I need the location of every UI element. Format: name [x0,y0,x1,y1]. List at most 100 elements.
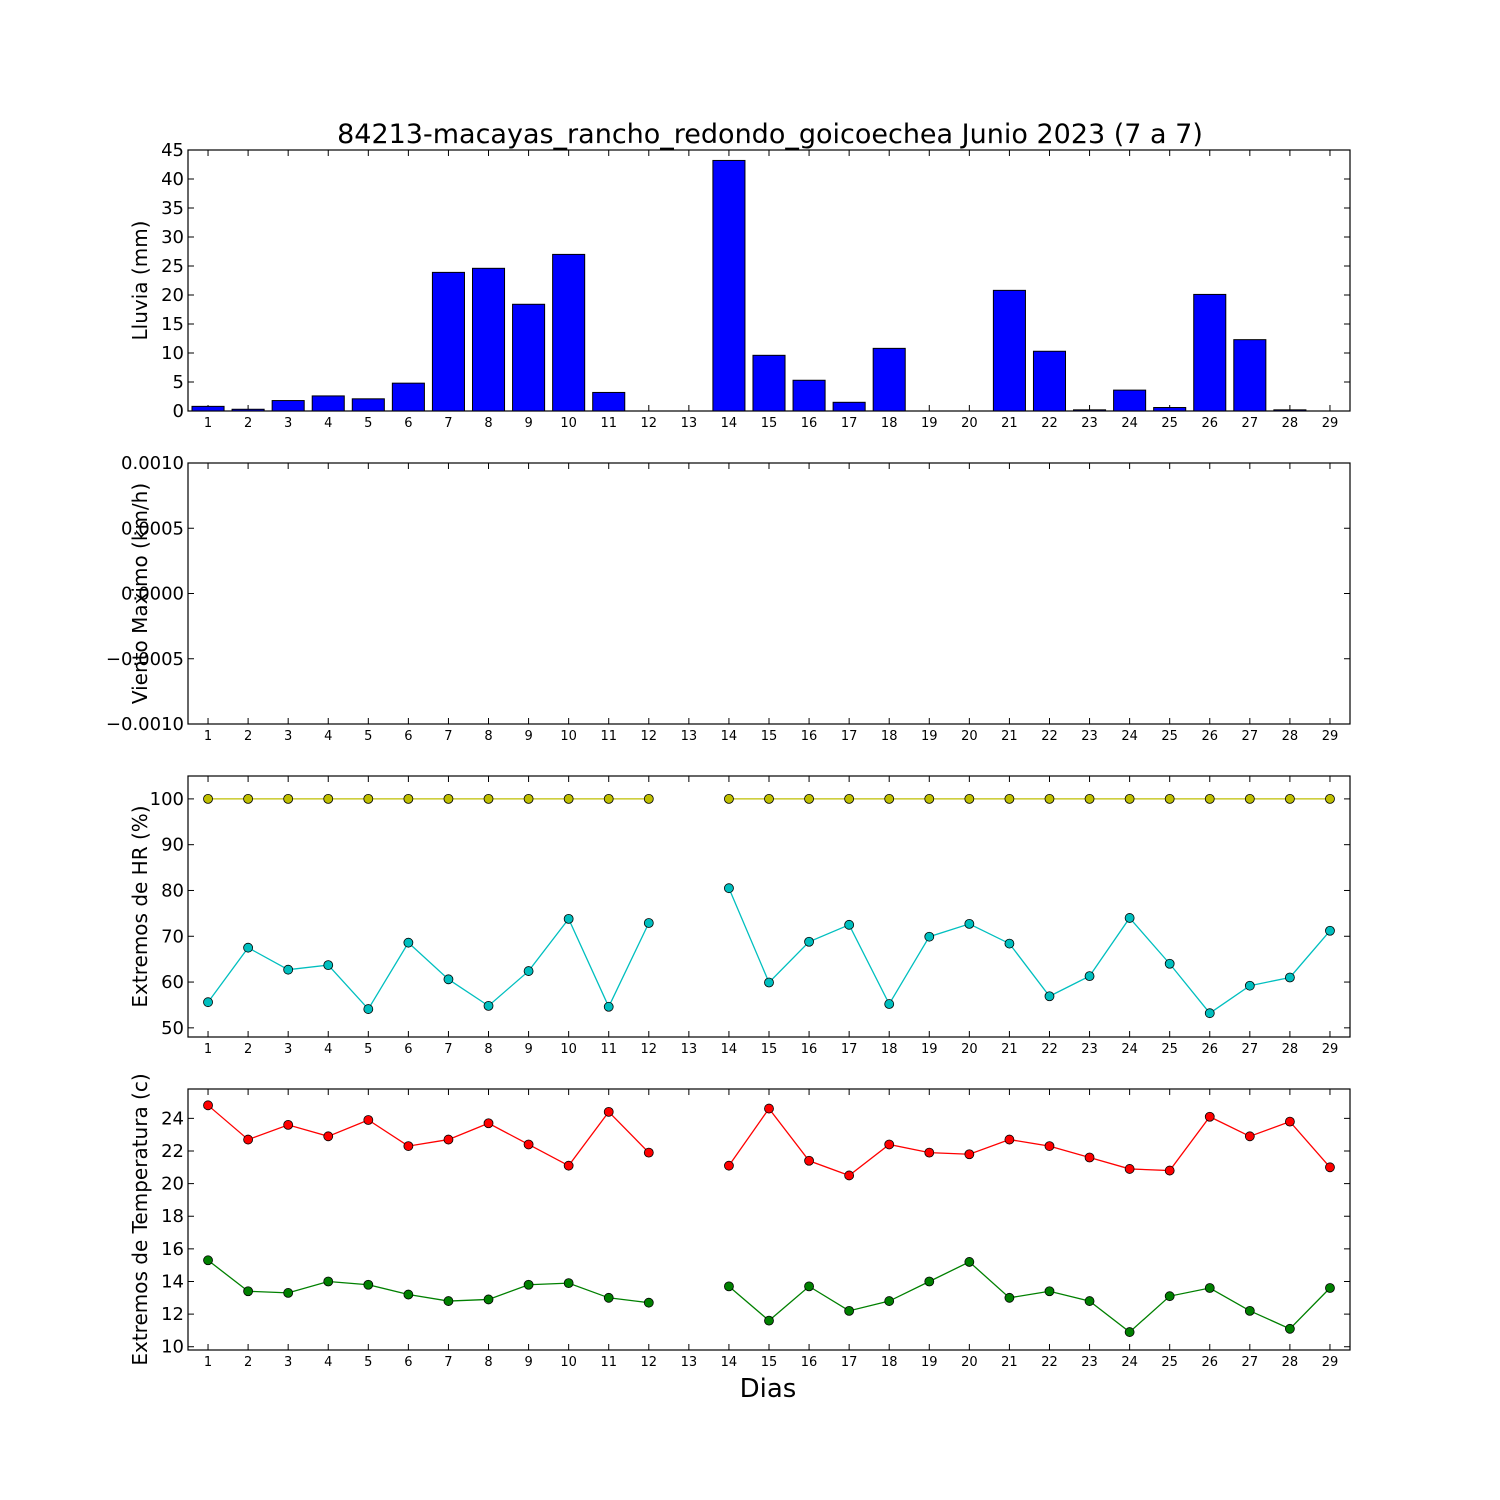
panel-humidity-point-1 [1325,925,1335,936]
panel-humidity-xtick-label: 10 [560,1042,577,1057]
panel-temperature-xtick-label: 6 [404,1355,412,1370]
panel-humidity-point-1 [243,942,254,953]
panel-temperature-xtick-label: 24 [1121,1355,1138,1370]
panel-wind-xtick-label: 6 [404,729,412,744]
panel-temperature-ytick-label: 12 [161,1304,184,1325]
panel-temperature-point-0 [1164,1165,1175,1176]
panel-humidity-xtick-label: 16 [801,1042,818,1057]
panel-wind-xtick-label: 19 [921,729,938,744]
panel-humidity-point-0 [804,793,814,804]
panel-rain-bar [552,253,586,412]
panel-wind-ytick-label: −0.0010 [106,714,184,735]
panel-rain-bar [1113,389,1147,412]
panel-humidity-point-1 [884,999,895,1009]
panel-rain-xtick-label: 15 [761,416,778,431]
panel-wind-xtick-label: 18 [881,729,898,744]
panel-temperature-xtick-label: 2 [244,1355,252,1370]
panel-humidity-ytick-label: 100 [150,789,184,810]
panel-temperature-point-1 [1164,1291,1175,1302]
panel-humidity-xtick-label: 22 [1041,1042,1058,1057]
panel-rain-xtick-label: 4 [324,416,332,431]
panel-humidity-xtick-label: 29 [1322,1042,1339,1057]
panel-temperature-xtick-label: 20 [961,1355,978,1370]
panel-rain-ytick-label: 40 [161,169,184,190]
panel-temperature-xtick-label: 25 [1161,1355,1178,1370]
panel-rain-xtick-label: 14 [721,416,738,431]
panel-rain-ytick-label: 0 [173,401,184,422]
panel-wind-xtick-label: 20 [961,729,978,744]
panel-humidity-point-0 [724,793,734,804]
panel-rain-xtick-label: 11 [600,416,617,431]
panel-rain-y-axis-label: Lluvia (mm) [128,221,152,341]
panel-temperature-ytick-label: 16 [161,1239,184,1260]
panel-wind-xtick-label: 12 [641,729,658,744]
panel-temperature-point-1 [283,1288,294,1298]
panel-humidity-point-1 [563,913,574,924]
panel-humidity-point-1 [1084,971,1095,981]
panel-rain-bar [351,398,385,412]
panel-temperature-point-0 [1325,1162,1335,1173]
panel-humidity-xtick-label: 6 [404,1042,412,1057]
panel-humidity-point-0 [563,793,574,804]
panel-humidity-xtick-label: 18 [881,1042,898,1057]
panel-wind-xtick-label: 9 [524,729,532,744]
panel-wind-xtick-label: 8 [484,729,492,744]
panel-humidity-point-0 [924,793,935,804]
panel-temperature-point-1 [1325,1283,1335,1293]
panel-rain-xtick-label: 26 [1201,416,1218,431]
panel-humidity-point-1 [523,966,534,976]
panel-humidity-point-0 [523,793,534,804]
panel-wind-xtick-label: 16 [801,729,818,744]
panel-rain-bar [592,391,626,412]
panel-humidity-xtick-label: 14 [721,1042,738,1057]
panel-rain-ytick-label: 20 [161,285,184,306]
panel-humidity-point-0 [443,793,454,804]
panel-rain-xtick-label: 6 [404,416,412,431]
panel-humidity-point-1 [804,936,814,947]
panel-humidity-point-1 [1124,913,1135,923]
panel-humidity-xtick-label: 7 [444,1042,452,1057]
panel-temperature-point-1 [403,1289,414,1300]
panel-humidity-point-0 [1084,793,1095,804]
panel-temperature-point-0 [1124,1164,1135,1174]
panel-temperature-point-0 [1084,1152,1095,1163]
panel-temperature-point-1 [1204,1283,1215,1293]
panel-temperature-point-1 [563,1278,574,1289]
panel-wind-xtick-label: 14 [721,729,738,744]
panel-temperature-xtick-label: 8 [484,1355,492,1370]
panel-temperature-xtick-label: 5 [364,1355,372,1370]
panel-wind-frame [187,462,1351,725]
panel-temperature-point-0 [724,1160,734,1171]
panel-humidity-xtick-label: 4 [324,1042,332,1057]
panel-wind-xtick-label: 2 [244,729,252,744]
panel-humidity-xtick-label: 15 [761,1042,778,1057]
panel-rain-bar [1273,409,1307,412]
panel-temperature-ytick-label: 14 [161,1271,184,1292]
panel-humidity-point-1 [283,964,294,975]
panel-humidity-xtick-label: 24 [1121,1042,1138,1057]
panel-temperature-point-1 [964,1257,975,1267]
panel-humidity-ytick-label: 60 [161,972,184,993]
panel-humidity-xtick-label: 1 [204,1042,212,1057]
panel-rain-bar [391,382,425,412]
panel-temperature-xtick-label: 15 [761,1355,778,1370]
panel-wind-ytick-label: 0.0000 [121,584,184,605]
panel-rain-xtick-label: 5 [364,416,372,431]
panel-temperature-point-1 [443,1296,454,1306]
panel-temperature-point-1 [924,1276,935,1287]
panel-temperature-point-1 [203,1255,213,1266]
panel-rain-ytick-label: 30 [161,227,184,248]
panel-wind-xtick-label: 13 [681,729,698,744]
panel-temperature-point-0 [323,1131,334,1142]
panel-temperature-point-1 [1084,1296,1095,1306]
panel-rain-xtick-label: 13 [681,416,698,431]
panel-humidity-series-line-1 [728,887,1331,1015]
panel-humidity-xtick-label: 2 [244,1042,252,1057]
panel-humidity-point-1 [1244,980,1255,991]
panel-temperature-point-1 [1124,1327,1135,1337]
panel-temperature-point-0 [804,1155,814,1166]
panel-rain-ytick-label: 15 [161,314,184,335]
panel-temperature-xtick-label: 9 [524,1355,532,1370]
